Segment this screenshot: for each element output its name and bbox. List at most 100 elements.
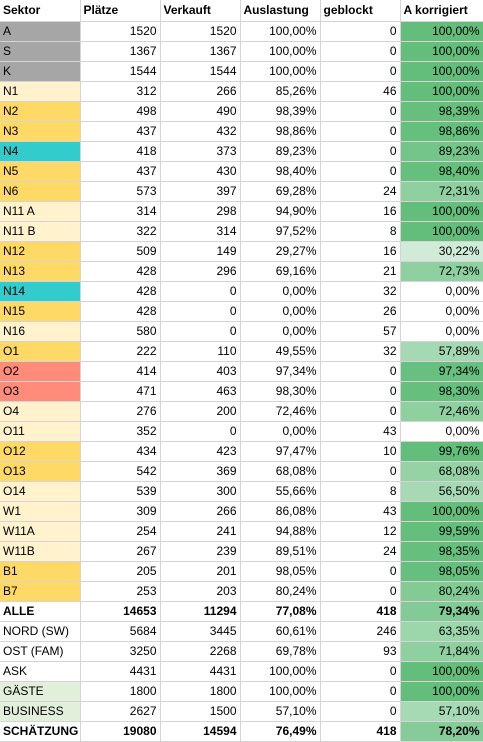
plaetze-cell[interactable]: 314 [80, 201, 161, 222]
plaetze-cell[interactable]: 2627 [80, 701, 161, 722]
auslastung-cell[interactable]: 80,24% [240, 581, 321, 602]
plaetze-cell[interactable]: 509 [80, 241, 161, 262]
plaetze-cell[interactable]: 5684 [80, 621, 161, 642]
auslastung-cell[interactable]: 98,39% [240, 101, 321, 122]
verkauft-cell[interactable]: 403 [160, 361, 241, 382]
sektor-cell[interactable]: O3 [0, 381, 81, 402]
sektor-cell[interactable]: N3 [0, 121, 81, 142]
verkauft-cell[interactable]: 4431 [160, 661, 241, 682]
geblockt-cell[interactable]: 32 [320, 281, 401, 302]
plaetze-cell[interactable]: 1544 [80, 61, 161, 82]
verkauft-cell[interactable]: 423 [160, 441, 241, 462]
auslastung-cell[interactable]: 55,66% [240, 481, 321, 502]
plaetze-cell[interactable]: 3250 [80, 641, 161, 662]
korrigiert-cell[interactable]: 68,08% [400, 461, 483, 482]
geblockt-cell[interactable]: 16 [320, 201, 401, 222]
sektor-cell[interactable]: W1 [0, 501, 81, 522]
auslastung-cell[interactable]: 98,30% [240, 381, 321, 402]
geblockt-cell[interactable]: 16 [320, 241, 401, 262]
auslastung-cell[interactable]: 0,00% [240, 421, 321, 442]
korrigiert-cell[interactable]: 100,00% [400, 681, 483, 702]
verkauft-cell[interactable]: 149 [160, 241, 241, 262]
geblockt-cell[interactable]: 0 [320, 161, 401, 182]
plaetze-cell[interactable]: 1520 [80, 21, 161, 42]
geblockt-cell[interactable]: 418 [320, 601, 401, 622]
header-geblockt[interactable]: geblockt [320, 0, 401, 22]
geblockt-cell[interactable]: 0 [320, 581, 401, 602]
geblockt-cell[interactable]: 12 [320, 521, 401, 542]
sektor-cell[interactable]: O12 [0, 441, 81, 462]
plaetze-cell[interactable]: 1367 [80, 41, 161, 62]
sektor-cell[interactable]: K [0, 61, 81, 82]
verkauft-cell[interactable]: 110 [160, 341, 241, 362]
plaetze-cell[interactable]: 312 [80, 81, 161, 102]
plaetze-cell[interactable]: 19080 [80, 721, 161, 742]
auslastung-cell[interactable]: 49,55% [240, 341, 321, 362]
plaetze-cell[interactable]: 414 [80, 361, 161, 382]
sektor-cell[interactable]: N4 [0, 141, 81, 162]
geblockt-cell[interactable]: 8 [320, 481, 401, 502]
korrigiert-cell[interactable]: 100,00% [400, 41, 483, 62]
auslastung-cell[interactable]: 94,88% [240, 521, 321, 542]
sektor-cell[interactable]: S [0, 41, 81, 62]
sektor-cell[interactable]: GÄSTE [0, 681, 81, 702]
auslastung-cell[interactable]: 76,49% [240, 721, 321, 742]
verkauft-cell[interactable]: 490 [160, 101, 241, 122]
verkauft-cell[interactable]: 397 [160, 181, 241, 202]
auslastung-cell[interactable]: 0,00% [240, 301, 321, 322]
sektor-cell[interactable]: N11 A [0, 201, 81, 222]
verkauft-cell[interactable]: 300 [160, 481, 241, 502]
verkauft-cell[interactable]: 200 [160, 401, 241, 422]
korrigiert-cell[interactable]: 72,73% [400, 261, 483, 282]
verkauft-cell[interactable]: 432 [160, 121, 241, 142]
sektor-cell[interactable]: O1 [0, 341, 81, 362]
plaetze-cell[interactable]: 254 [80, 521, 161, 542]
verkauft-cell[interactable]: 14594 [160, 721, 241, 742]
geblockt-cell[interactable]: 0 [320, 401, 401, 422]
plaetze-cell[interactable]: 437 [80, 121, 161, 142]
sektor-cell[interactable]: O14 [0, 481, 81, 502]
verkauft-cell[interactable]: 463 [160, 381, 241, 402]
auslastung-cell[interactable]: 98,05% [240, 561, 321, 582]
verkauft-cell[interactable]: 1544 [160, 61, 241, 82]
korrigiert-cell[interactable]: 0,00% [400, 281, 483, 302]
geblockt-cell[interactable]: 24 [320, 181, 401, 202]
auslastung-cell[interactable]: 89,51% [240, 541, 321, 562]
auslastung-cell[interactable]: 0,00% [240, 321, 321, 342]
plaetze-cell[interactable]: 222 [80, 341, 161, 362]
sektor-cell[interactable]: B1 [0, 561, 81, 582]
plaetze-cell[interactable]: 580 [80, 321, 161, 342]
plaetze-cell[interactable]: 309 [80, 501, 161, 522]
verkauft-cell[interactable]: 369 [160, 461, 241, 482]
auslastung-cell[interactable]: 72,46% [240, 401, 321, 422]
auslastung-cell[interactable]: 69,28% [240, 181, 321, 202]
auslastung-cell[interactable]: 94,90% [240, 201, 321, 222]
geblockt-cell[interactable]: 32 [320, 341, 401, 362]
korrigiert-cell[interactable]: 98,40% [400, 161, 483, 182]
korrigiert-cell[interactable]: 71,84% [400, 641, 483, 662]
auslastung-cell[interactable]: 100,00% [240, 661, 321, 682]
geblockt-cell[interactable]: 0 [320, 681, 401, 702]
sektor-cell[interactable]: N6 [0, 181, 81, 202]
korrigiert-cell[interactable]: 57,89% [400, 341, 483, 362]
sektor-cell[interactable]: SCHÄTZUNG [0, 721, 81, 742]
korrigiert-cell[interactable]: 78,20% [400, 721, 483, 742]
plaetze-cell[interactable]: 542 [80, 461, 161, 482]
geblockt-cell[interactable]: 0 [320, 61, 401, 82]
geblockt-cell[interactable]: 0 [320, 461, 401, 482]
auslastung-cell[interactable]: 57,10% [240, 701, 321, 722]
korrigiert-cell[interactable]: 30,22% [400, 241, 483, 262]
plaetze-cell[interactable]: 205 [80, 561, 161, 582]
plaetze-cell[interactable]: 434 [80, 441, 161, 462]
verkauft-cell[interactable]: 203 [160, 581, 241, 602]
verkauft-cell[interactable]: 0 [160, 281, 241, 302]
korrigiert-cell[interactable]: 100,00% [400, 501, 483, 522]
plaetze-cell[interactable]: 1800 [80, 681, 161, 702]
sektor-cell[interactable]: N12 [0, 241, 81, 262]
korrigiert-cell[interactable]: 72,31% [400, 181, 483, 202]
korrigiert-cell[interactable]: 79,34% [400, 601, 483, 622]
auslastung-cell[interactable]: 100,00% [240, 61, 321, 82]
korrigiert-cell[interactable]: 99,59% [400, 521, 483, 542]
sektor-cell[interactable]: W11A [0, 521, 81, 542]
geblockt-cell[interactable]: 246 [320, 621, 401, 642]
